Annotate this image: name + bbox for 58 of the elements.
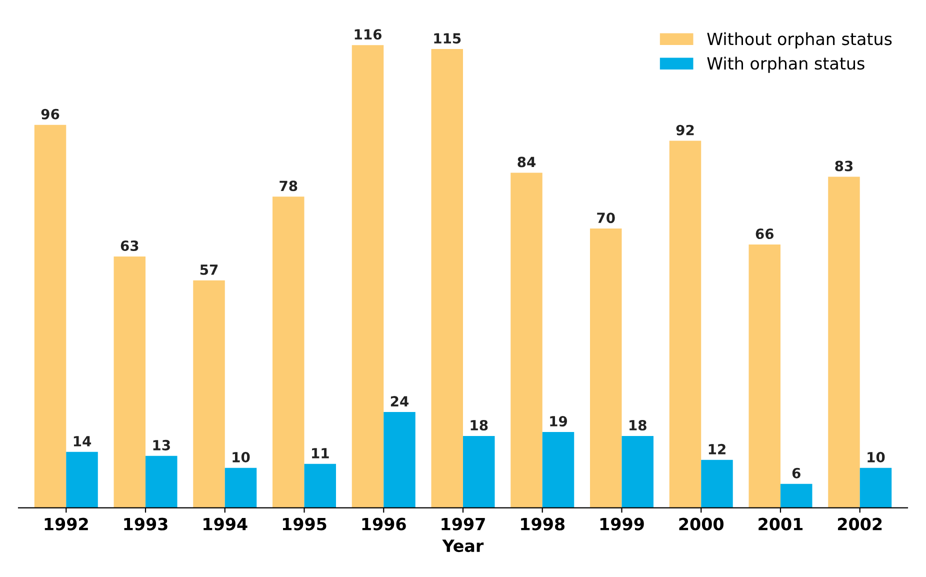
data-label: 14 xyxy=(74,436,92,446)
data-label: 12 xyxy=(708,444,726,454)
data-label: 13 xyxy=(153,440,170,450)
legend-label: Without orphan status xyxy=(707,32,892,48)
x-axis-title: Year xyxy=(442,540,484,552)
bar xyxy=(542,432,574,508)
data-label: 116 xyxy=(354,29,382,40)
data-label: 115 xyxy=(434,33,461,44)
bar xyxy=(622,436,654,508)
data-label: 84 xyxy=(518,156,536,168)
legend-label: With orphan status xyxy=(707,56,864,73)
x-tick-label: 1994 xyxy=(204,518,248,530)
x-tick-label: 2000 xyxy=(679,518,724,530)
bar xyxy=(34,124,66,508)
data-label: 24 xyxy=(390,396,409,406)
data-label: 18 xyxy=(470,420,488,430)
bar xyxy=(352,45,384,508)
x-tick-label: 2001 xyxy=(758,518,803,530)
x-tick-label: 1992 xyxy=(44,518,88,530)
bar xyxy=(272,196,304,508)
data-label: 83 xyxy=(835,160,853,172)
x-tick-label: 1995 xyxy=(282,518,326,530)
data-label: 10 xyxy=(868,452,885,462)
bar xyxy=(860,468,892,508)
bar xyxy=(590,228,622,508)
data-label: 63 xyxy=(120,240,138,252)
bar xyxy=(748,244,780,508)
data-label: 6 xyxy=(792,468,800,478)
data-label: 96 xyxy=(41,108,60,120)
bar xyxy=(828,176,860,508)
data-label: 66 xyxy=(756,228,774,240)
data-label: 78 xyxy=(280,180,298,192)
bar xyxy=(66,452,98,508)
data-label: 70 xyxy=(597,212,615,224)
x-tick-label: 1993 xyxy=(124,518,168,530)
x-tick-label: 1998 xyxy=(521,518,565,530)
x-tick-label: 2002 xyxy=(838,518,882,530)
x-tick-label: 1999 xyxy=(600,518,644,530)
bar xyxy=(463,436,495,508)
data-label: 92 xyxy=(676,124,694,136)
bar xyxy=(114,256,146,508)
bar xyxy=(669,140,702,508)
bar xyxy=(193,280,225,508)
data-label: 11 xyxy=(312,448,329,458)
bar xyxy=(384,412,416,508)
x-tick-label: 1997 xyxy=(442,518,485,530)
data-label: 19 xyxy=(550,416,568,427)
data-label: 10 xyxy=(232,452,250,462)
bar xyxy=(431,49,463,508)
bar xyxy=(304,464,336,508)
bar xyxy=(510,172,542,508)
x-tick-label: 1996 xyxy=(362,518,406,530)
bar xyxy=(146,456,178,508)
bar xyxy=(224,468,257,508)
data-label: 18 xyxy=(630,420,646,430)
data-label: 57 xyxy=(200,264,218,275)
bar xyxy=(701,460,733,508)
bar xyxy=(780,484,812,508)
